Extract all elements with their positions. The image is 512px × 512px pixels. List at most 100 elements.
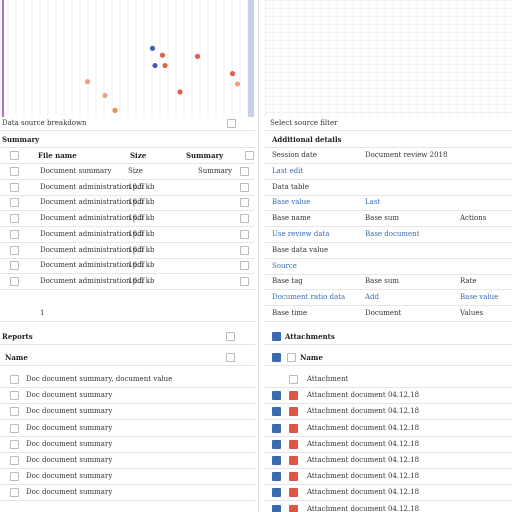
icon[interactable] bbox=[272, 472, 281, 482]
text: Document administration.pdf bbox=[40, 245, 145, 254]
text: Attachment document 04.12.18 bbox=[307, 456, 420, 464]
point bbox=[229, 71, 236, 77]
icon bbox=[289, 456, 298, 465]
text: Doc document summary bbox=[26, 423, 113, 432]
icon[interactable] bbox=[272, 391, 281, 401]
text: 1 bbox=[40, 309, 45, 317]
row-line bbox=[0, 288, 255, 290]
row-line bbox=[265, 194, 512, 196]
icon bbox=[10, 214, 19, 224]
text: Select source filter bbox=[270, 119, 338, 127]
text: Document administration.pdf bbox=[40, 261, 145, 270]
text: Document ratio data bbox=[272, 293, 346, 302]
row-line bbox=[265, 468, 512, 469]
icon bbox=[240, 182, 249, 192]
row-line bbox=[265, 435, 512, 437]
icon[interactable] bbox=[10, 472, 19, 482]
icon bbox=[287, 353, 296, 362]
point bbox=[149, 45, 156, 51]
text: Doc document summary bbox=[26, 407, 113, 416]
icon[interactable] bbox=[10, 407, 19, 417]
divider bbox=[258, 0, 259, 512]
text: Doc document summary bbox=[26, 439, 113, 448]
icon bbox=[227, 119, 236, 128]
scatter-chart bbox=[0, 0, 249, 115]
row-line bbox=[0, 273, 255, 275]
icon bbox=[10, 167, 19, 176]
empty-chart bbox=[265, 0, 512, 117]
icon bbox=[10, 276, 19, 286]
row-line bbox=[0, 194, 255, 196]
icon bbox=[289, 407, 298, 417]
text: Attachment document 04.12.18 bbox=[307, 423, 420, 432]
row-line bbox=[0, 435, 255, 437]
text: Document summary bbox=[40, 167, 112, 175]
text: Attachment document 04.12.18 bbox=[307, 407, 420, 416]
row-line bbox=[265, 321, 512, 322]
row-line bbox=[265, 419, 512, 421]
row-line bbox=[0, 130, 255, 131]
icon[interactable] bbox=[272, 439, 281, 449]
row-line bbox=[0, 257, 255, 259]
icon[interactable] bbox=[272, 456, 281, 465]
icon[interactable] bbox=[10, 456, 19, 465]
text: File name bbox=[38, 151, 77, 160]
row-line bbox=[265, 147, 512, 148]
text: Doc document summary bbox=[26, 391, 113, 400]
text: Doc document summary bbox=[26, 472, 113, 481]
text: Attachment document 04.12.18 bbox=[307, 391, 420, 400]
text: Attachment document 04.12.18 bbox=[307, 504, 420, 512]
icon[interactable] bbox=[272, 488, 281, 498]
text: Base value bbox=[460, 293, 499, 302]
row-line bbox=[265, 403, 512, 405]
text: 10.5 kb bbox=[128, 198, 155, 207]
row-line bbox=[0, 419, 255, 421]
icon bbox=[240, 245, 249, 255]
text: Base value bbox=[272, 198, 311, 207]
icon bbox=[272, 353, 281, 362]
text: Attachments bbox=[285, 332, 335, 341]
text: Last edit bbox=[272, 166, 304, 175]
scrollbar[interactable] bbox=[248, 0, 254, 117]
text: Doc document summary bbox=[26, 456, 113, 464]
icon[interactable] bbox=[10, 488, 19, 498]
text: Document administration.pdf bbox=[40, 198, 145, 207]
point bbox=[102, 92, 108, 99]
row-line bbox=[0, 451, 255, 453]
row-line bbox=[265, 226, 512, 228]
point bbox=[112, 107, 118, 113]
row-line bbox=[265, 289, 512, 291]
icon bbox=[226, 353, 235, 362]
text: Document administration.pdf bbox=[40, 229, 145, 238]
row-line bbox=[265, 210, 512, 212]
icon[interactable] bbox=[272, 423, 281, 433]
row-line bbox=[0, 344, 255, 345]
icon[interactable] bbox=[10, 375, 19, 384]
text: Base data value bbox=[272, 245, 329, 254]
point bbox=[162, 62, 168, 69]
text: Use review data bbox=[272, 230, 330, 238]
text: Attachment document 04.12.18 bbox=[307, 439, 420, 448]
icon[interactable] bbox=[272, 504, 281, 512]
point bbox=[84, 79, 91, 85]
icon[interactable] bbox=[10, 391, 19, 401]
row-line bbox=[0, 147, 255, 148]
point bbox=[152, 62, 158, 69]
icon bbox=[240, 229, 249, 239]
text: 10.5 kb bbox=[128, 276, 155, 285]
icon[interactable] bbox=[272, 407, 281, 417]
text: Base time bbox=[272, 309, 308, 317]
icon bbox=[240, 261, 249, 271]
icon bbox=[245, 151, 254, 160]
text: Actions bbox=[460, 214, 487, 223]
icon[interactable] bbox=[10, 423, 19, 433]
text: 10.5 kb bbox=[128, 261, 155, 270]
row-line bbox=[0, 210, 255, 212]
row-line bbox=[265, 305, 512, 307]
text: Base tag bbox=[272, 277, 303, 286]
row-line bbox=[0, 387, 255, 388]
icon[interactable] bbox=[10, 439, 19, 449]
icon bbox=[226, 332, 235, 341]
text: Base sum bbox=[365, 277, 400, 286]
